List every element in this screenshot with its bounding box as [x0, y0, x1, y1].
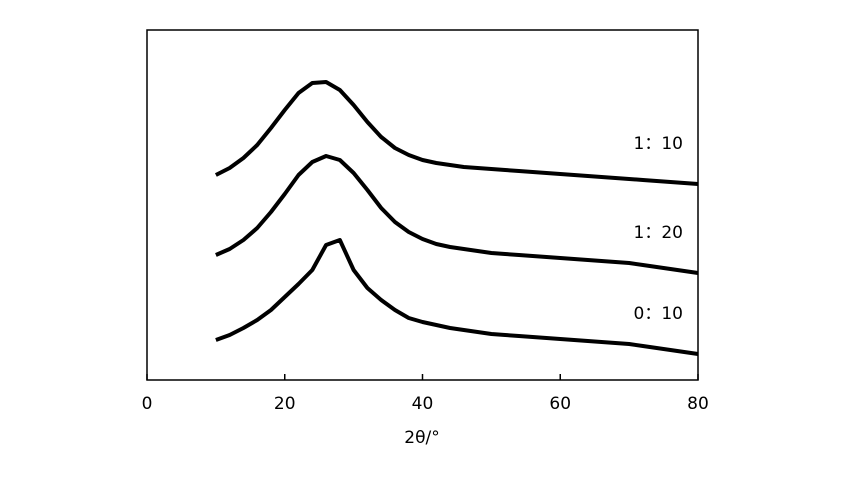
series-line [215, 154, 699, 275]
series-line [214, 80, 699, 186]
plot-frame [146, 29, 699, 381]
series-label: 1：10 [634, 134, 683, 154]
x-tick-label: 20 [274, 394, 296, 414]
x-tick-label: 40 [412, 394, 434, 414]
x-tick-label: 0 [142, 394, 153, 414]
series-label: 1：20 [634, 223, 683, 243]
series-line [215, 238, 699, 356]
x-tick-label: 60 [549, 394, 571, 414]
x-axis-label: 2θ/° [404, 428, 439, 448]
x-tick-label: 80 [687, 394, 709, 414]
series-label: 0：10 [634, 304, 683, 324]
